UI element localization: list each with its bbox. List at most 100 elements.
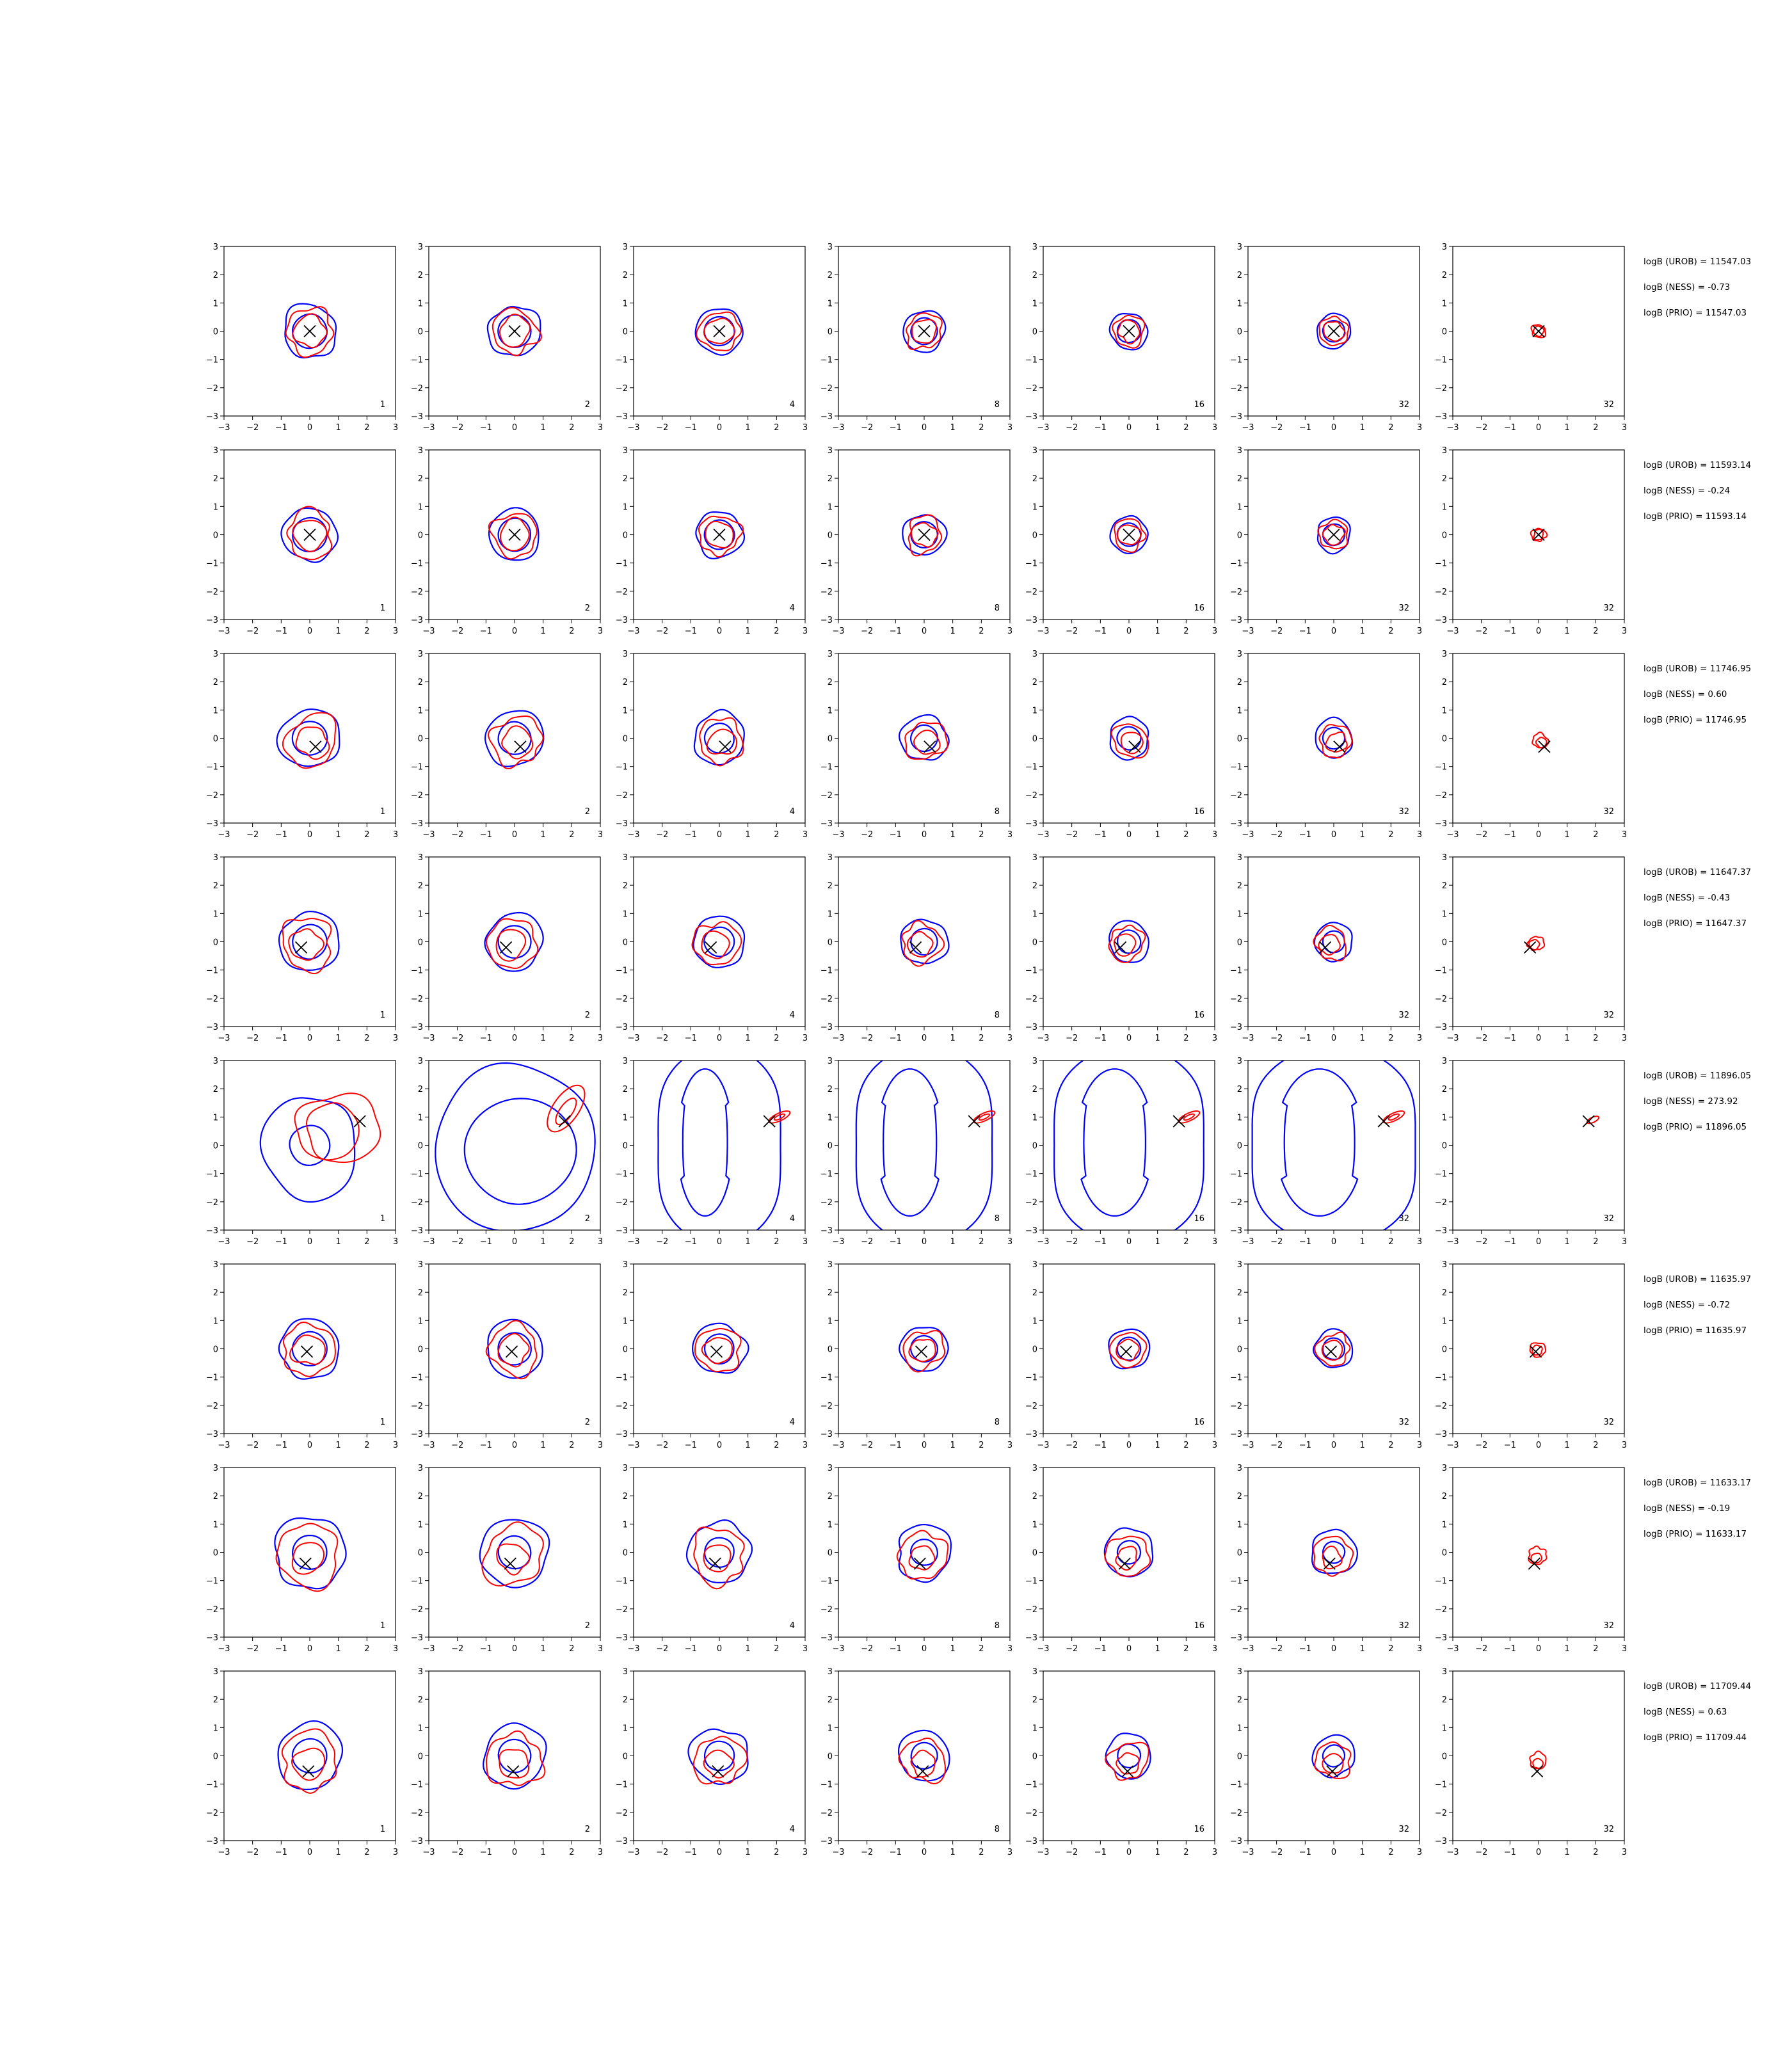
contour-group (1532, 732, 1550, 749)
y-tick-label: 2 (418, 1492, 423, 1501)
red-contour (291, 1747, 326, 1781)
y-tick-label: 2 (1442, 1288, 1447, 1298)
x-tick-label: 1 (1155, 1848, 1160, 1857)
y-tick-label: 1 (1442, 1724, 1447, 1733)
x-tick-label: 2 (979, 1034, 984, 1043)
x-tick-label: 1 (1565, 1237, 1570, 1247)
x-tick-label: −3 (422, 423, 435, 433)
y-tick-label: 1 (418, 706, 423, 716)
axes-frame (1452, 1467, 1625, 1638)
y-tick-label: 3 (1237, 1667, 1242, 1677)
x-tick-label: 2 (364, 1848, 369, 1857)
red-contour (486, 1730, 546, 1786)
y-tick-label: −1 (1230, 356, 1242, 365)
x-tick-label: 3 (598, 423, 603, 433)
y-tick-label: 2 (828, 1492, 833, 1501)
y-tick-label: 3 (828, 650, 833, 659)
true-value-marker (1114, 941, 1127, 954)
y-tick-label: −2 (616, 1198, 628, 1208)
contour-group (274, 1517, 347, 1592)
contour-group (900, 918, 950, 967)
y-tick-label: −3 (411, 412, 423, 422)
x-tick-label: −1 (890, 423, 902, 433)
y-tick-label: 1 (1237, 1113, 1242, 1123)
red-contour (1314, 1741, 1352, 1779)
axes-frame (1247, 856, 1420, 1027)
logb-stat: logB (PRIO) = 11633.17 (1644, 1529, 1747, 1539)
true-value-marker (507, 1765, 520, 1778)
true-value-marker (713, 324, 726, 338)
logb-stat: logB (UROB) = 11635.97 (1644, 1274, 1751, 1284)
contour-group (1530, 324, 1547, 339)
y-tick-label: 0 (213, 1345, 218, 1355)
y-tick-label: 3 (1442, 853, 1447, 863)
y-tick-label: −3 (206, 1430, 218, 1439)
x-tick-label: −1 (275, 1441, 287, 1450)
x-tick-label: −3 (1446, 1644, 1459, 1654)
panel-r5-c2: −3−3 −2 −2 −1 −1 0 0 1 1 2 2 3 3 2 (411, 1057, 603, 1247)
panel-r8-c6: −3−3 −2 −2 −1 −1 0 0 1 1 2 2 3 3 32 (1230, 1667, 1422, 1857)
x-tick-label: −1 (480, 423, 492, 433)
x-tick-label: 1 (1360, 830, 1365, 840)
y-tick-label: 2 (623, 1288, 628, 1298)
x-tick-label: 2 (569, 1644, 574, 1654)
y-tick-label: 2 (1237, 1695, 1242, 1705)
true-value-marker (916, 1765, 929, 1778)
x-tick-label: −1 (1299, 627, 1311, 636)
y-tick-label: −2 (1230, 1605, 1242, 1615)
x-tick-label: 3 (1622, 1441, 1627, 1450)
y-tick-label: −3 (616, 1837, 628, 1846)
logb-stat: logB (NESS) = 0.60 (1644, 689, 1727, 700)
y-tick-label: −2 (820, 995, 833, 1004)
y-tick-label: −1 (411, 966, 423, 976)
x-tick-label: 1 (746, 1848, 751, 1857)
y-tick-label: −2 (820, 384, 833, 394)
red-contour (703, 1749, 735, 1779)
y-tick-label: −2 (616, 588, 628, 597)
y-tick-label: −3 (1435, 616, 1447, 625)
panel-label: 16 (1194, 604, 1204, 613)
x-tick-label: 0 (512, 1848, 517, 1857)
x-tick-label: 1 (1565, 1848, 1570, 1857)
x-tick-label: 0 (307, 1441, 312, 1450)
blue-contour (692, 915, 746, 968)
blue-contour (680, 1068, 730, 1217)
blue-contour (898, 714, 950, 761)
panel-label: 32 (1398, 1418, 1409, 1427)
y-tick-label: −3 (616, 412, 628, 422)
axes-frame (838, 1060, 1011, 1231)
y-tick-label: −1 (411, 559, 423, 569)
x-tick-label: −1 (1299, 1848, 1311, 1857)
red-contour (1183, 1113, 1196, 1121)
logb-stat: logB (UROB) = 11593.14 (1644, 460, 1751, 470)
x-tick-label: −1 (685, 1237, 697, 1247)
logb-stat: logB (UROB) = 11746.95 (1644, 664, 1751, 674)
x-tick-label: 3 (1007, 423, 1012, 433)
x-tick-label: 3 (1417, 423, 1422, 433)
panel-label: 32 (1398, 1621, 1409, 1631)
y-tick-label: −2 (820, 1809, 833, 1818)
x-tick-label: 2 (1183, 1848, 1188, 1857)
axes-frame (838, 1467, 1011, 1638)
panel-r8-c7: −3 −3 −2 −2 −1 −1 0 0 1 1 2 2 3 3 32 (1435, 1667, 1627, 1857)
x-tick-label: −3 (1242, 1644, 1254, 1654)
true-value-marker (968, 1115, 980, 1128)
x-tick-label: 0 (1536, 830, 1541, 840)
contour-group (484, 911, 544, 972)
y-tick-label: 3 (828, 853, 833, 863)
red-contour (896, 1530, 949, 1580)
y-tick-label: −1 (820, 356, 833, 365)
red-contour (495, 929, 527, 962)
red-contour (496, 1543, 531, 1576)
contour-group (855, 1060, 996, 1230)
x-tick-label: 1 (1565, 830, 1570, 840)
panel-r6-c7: −3 −3 −2 −2 −1 −1 0 0 1 1 2 2 3 3 32 (1435, 1260, 1627, 1450)
panel-label: 4 (790, 1418, 795, 1427)
x-tick-label: 2 (1593, 1848, 1598, 1857)
blue-contour (486, 306, 541, 356)
true-value-marker (1327, 324, 1340, 338)
y-tick-label: −1 (1025, 1780, 1037, 1790)
y-tick-label: −3 (1025, 1430, 1037, 1439)
red-contour (1313, 1535, 1354, 1577)
x-tick-label: 3 (393, 1848, 398, 1857)
